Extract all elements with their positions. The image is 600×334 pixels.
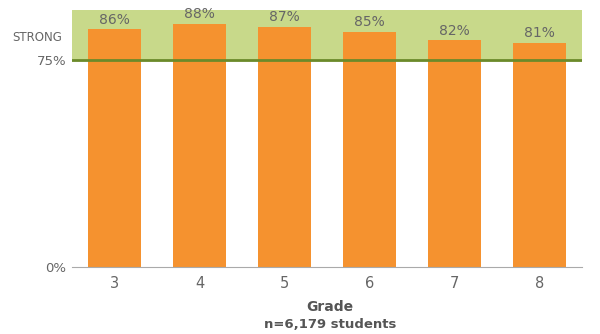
Text: Grade: Grade bbox=[307, 300, 353, 314]
Text: 81%: 81% bbox=[524, 26, 555, 40]
Bar bbox=[343, 32, 396, 267]
Bar bbox=[173, 24, 226, 267]
Bar bbox=[258, 27, 311, 267]
Text: 82%: 82% bbox=[439, 24, 470, 38]
Text: 85%: 85% bbox=[354, 15, 385, 29]
Text: 86%: 86% bbox=[99, 13, 130, 27]
Bar bbox=[428, 40, 481, 267]
Bar bbox=[88, 29, 141, 267]
Text: STRONG: STRONG bbox=[12, 31, 62, 44]
Bar bbox=[513, 43, 566, 267]
Text: 87%: 87% bbox=[269, 10, 300, 24]
Text: 88%: 88% bbox=[184, 7, 215, 21]
Bar bbox=[72, 10, 582, 60]
Text: n=6,179 students: n=6,179 students bbox=[264, 318, 396, 331]
